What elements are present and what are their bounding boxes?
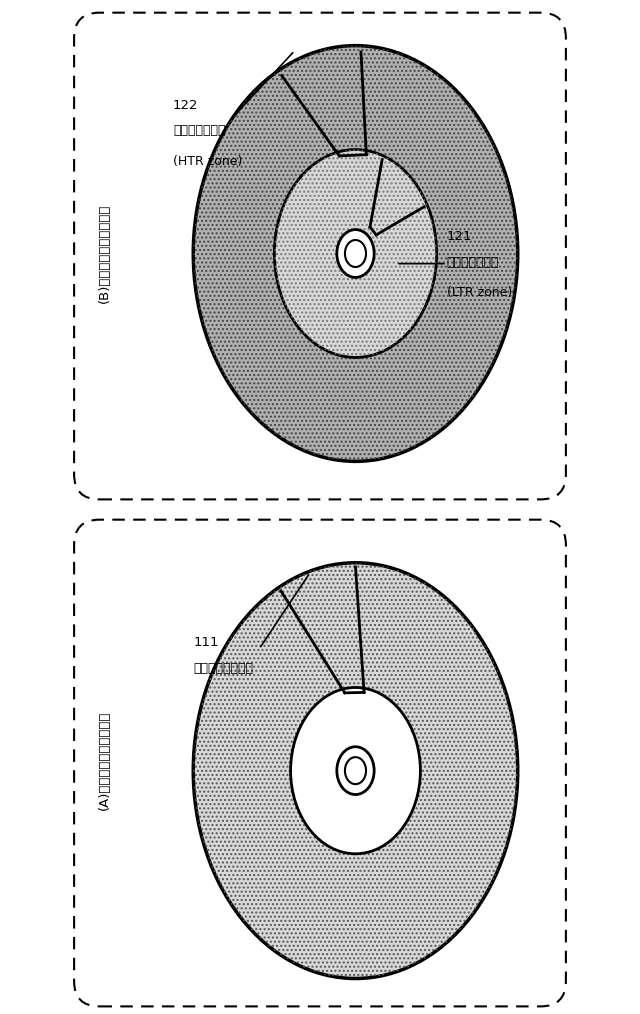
Ellipse shape — [345, 757, 366, 784]
Ellipse shape — [193, 563, 518, 979]
FancyBboxPatch shape — [74, 12, 566, 499]
Text: (LTR zone): (LTR zone) — [447, 286, 512, 299]
Text: (B)複数ゾーン型ディスク: (B)複数ゾーン型ディスク — [98, 204, 111, 303]
Ellipse shape — [337, 229, 374, 278]
Text: 高レートゾーン: 高レートゾーン — [173, 124, 225, 137]
FancyBboxPatch shape — [74, 519, 566, 1006]
Ellipse shape — [291, 687, 420, 854]
Text: 低レートゾーン: 低レートゾーン — [447, 256, 499, 269]
Text: (HTR zone): (HTR zone) — [173, 154, 243, 167]
Ellipse shape — [345, 240, 366, 267]
Text: 111: 111 — [193, 636, 219, 649]
Ellipse shape — [193, 46, 518, 461]
Text: 122: 122 — [173, 98, 198, 112]
Ellipse shape — [275, 149, 436, 357]
Text: 121: 121 — [447, 230, 472, 243]
Text: (A)単一ゾーン型ディスク: (A)単一ゾーン型ディスク — [98, 711, 111, 810]
Ellipse shape — [337, 746, 374, 795]
Text: 単一レートゾーン: 単一レートゾーン — [193, 661, 253, 674]
